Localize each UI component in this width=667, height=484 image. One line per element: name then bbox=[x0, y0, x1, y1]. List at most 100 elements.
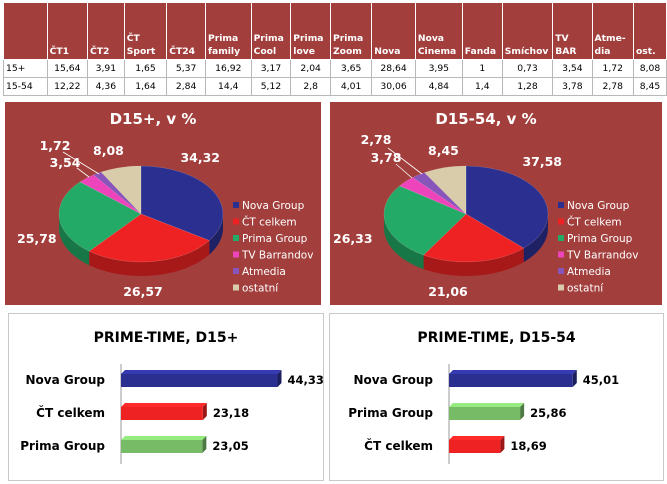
pie-leader-line bbox=[387, 147, 423, 175]
table-cell: 3,91 bbox=[87, 59, 125, 78]
bar-value-label: 44,33 bbox=[287, 373, 323, 387]
legend-label: ČT celkem bbox=[242, 216, 297, 229]
legend-swatch bbox=[233, 268, 239, 274]
bar-chart-d15: PRIME-TIME, D15+ Nova Group 44,33 ČT celkem… bbox=[20, 330, 324, 464]
column-header: Prima Cool bbox=[250, 2, 292, 60]
bar-category-label: Prima Group bbox=[20, 439, 105, 453]
legend-swatch bbox=[558, 218, 564, 225]
pie-value-label: 3,78 bbox=[371, 150, 402, 165]
column-header: Prima love bbox=[290, 2, 332, 60]
bar bbox=[449, 374, 573, 387]
legend-swatch bbox=[233, 235, 239, 241]
pie-slice-ct bbox=[423, 213, 525, 263]
pie-slice-prima bbox=[383, 185, 467, 256]
bar-category-label: ČT celkem bbox=[364, 438, 433, 453]
bar bbox=[121, 407, 203, 420]
column-header: Prima Zoom bbox=[330, 2, 373, 60]
pie-slice-atmedia bbox=[412, 172, 467, 215]
pie-leader-line bbox=[395, 163, 413, 179]
bar-panel-d15: PRIME-TIME, D15+ Nova Group 44,33 ČT celkem… bbox=[8, 313, 324, 481]
row-label: 15+ bbox=[3, 59, 48, 78]
pie-slice-barrandov bbox=[399, 177, 467, 215]
legend-swatch bbox=[558, 202, 564, 208]
pie-slice-ct bbox=[88, 213, 210, 263]
legend-swatch bbox=[233, 251, 239, 258]
table-corner bbox=[3, 2, 48, 60]
bar-value-label: 18,69 bbox=[510, 439, 546, 453]
table-cell: 4,36 bbox=[87, 77, 125, 96]
pie-title: D15+, v % bbox=[110, 110, 197, 128]
bar-side-face bbox=[277, 370, 282, 387]
table-row: 15-54 12,22 4,36 1,64 2,84 14,4 5,12 2,8 4,01 30,… bbox=[3, 77, 667, 96]
pie-chart-d15: D15+, v % 34,32 26,57 25,78 3,54 1,72 8,08 Nova… bbox=[5, 102, 321, 305]
bar-side-face bbox=[202, 436, 207, 453]
bar-value-label: 23,18 bbox=[213, 406, 249, 420]
pie-slice-side bbox=[423, 248, 524, 276]
bar-value-label: 23,05 bbox=[212, 439, 248, 453]
bar-top-face bbox=[449, 370, 577, 374]
bar bbox=[121, 374, 278, 387]
table-cell: 2,04 bbox=[290, 59, 332, 78]
legend-swatch bbox=[558, 235, 564, 241]
column-header: Nova bbox=[371, 2, 416, 60]
pie-slice-nova bbox=[465, 165, 549, 249]
column-header: ČT24 bbox=[166, 2, 206, 60]
table-cell: 3,54 bbox=[552, 59, 593, 78]
pie-slice-prima bbox=[58, 181, 142, 252]
bar-chart-title: PRIME-TIME, D15-54 bbox=[417, 330, 576, 346]
bar-top-face bbox=[121, 403, 207, 407]
bar-chart-title: PRIME-TIME, D15+ bbox=[94, 330, 239, 346]
table-cell: 8,45 bbox=[633, 77, 667, 96]
bar-top-face bbox=[449, 436, 505, 440]
bar-top-face bbox=[449, 403, 525, 407]
table-cell: 5,37 bbox=[166, 59, 206, 78]
pie-panel-d15: D15+, v % 34,32 26,57 25,78 3,54 1,72 8,08 Nova… bbox=[5, 102, 321, 305]
table-body: 15+ 15,64 3,91 1,65 5,37 16,92 3,17 2,04 3,65 28,… bbox=[3, 59, 667, 96]
table-cell: 1,64 bbox=[123, 77, 168, 96]
column-header: Smíchov bbox=[501, 2, 554, 60]
pie-slice-side bbox=[89, 240, 210, 276]
legend-label: Nova Group bbox=[567, 200, 630, 212]
table-cell: 8,08 bbox=[633, 59, 667, 78]
legend-label: Nova Group bbox=[242, 200, 305, 212]
pie-leader-line bbox=[62, 151, 100, 175]
legend-swatch bbox=[233, 284, 239, 291]
legend-swatch bbox=[558, 251, 564, 258]
pie-value-label: 8,08 bbox=[93, 143, 124, 158]
bar-value-label: 25,86 bbox=[530, 406, 566, 420]
table-cell: 1,65 bbox=[123, 59, 168, 78]
column-header: ČT2 bbox=[87, 2, 125, 60]
table-cell: 2,84 bbox=[166, 77, 206, 96]
pie-value-label: 25,78 bbox=[17, 231, 57, 246]
pie-slice-side bbox=[384, 214, 424, 270]
row-label: 15-54 bbox=[3, 77, 48, 96]
pie-slice-side bbox=[209, 214, 223, 255]
pie-slice-barrandov bbox=[79, 174, 142, 215]
legend-label: Prima Group bbox=[242, 233, 308, 245]
bar-chart-d1554: PRIME-TIME, D15-54 Nova Group 45,01 Prima G… bbox=[348, 330, 619, 464]
bar-side-face bbox=[202, 403, 207, 420]
legend-swatch bbox=[233, 202, 239, 208]
table-cell: 3,65 bbox=[330, 59, 373, 78]
legend-label: Atmedia bbox=[242, 266, 286, 278]
pie-value-label: 1,72 bbox=[40, 138, 71, 153]
pie-slice-side bbox=[59, 214, 90, 266]
legend-label: Atmedia bbox=[567, 266, 611, 278]
bar bbox=[449, 407, 521, 420]
pie-chart-d1554: D15-54, v % 37,58 21,06 26,33 3,78 2,78 8,45 No… bbox=[330, 102, 662, 305]
legend-label: ostatní bbox=[242, 283, 279, 295]
column-header: Atme- dia bbox=[591, 2, 635, 60]
bar bbox=[449, 440, 501, 453]
bar bbox=[121, 440, 203, 453]
table-cell: 15,64 bbox=[46, 59, 89, 78]
bar-top-face bbox=[121, 370, 282, 374]
column-header: ČT1 bbox=[46, 2, 89, 60]
legend-label: TV Barrandov bbox=[566, 250, 638, 262]
table-cell: 14,4 bbox=[205, 77, 252, 96]
table-cell: 1,72 bbox=[591, 59, 635, 78]
table-cell: 1,4 bbox=[461, 77, 503, 96]
pie-value-label: 2,78 bbox=[361, 132, 392, 147]
pie-slice-side bbox=[523, 214, 548, 263]
bar-category-label: ČT celkem bbox=[36, 405, 105, 420]
table-cell: 4,01 bbox=[330, 77, 373, 96]
